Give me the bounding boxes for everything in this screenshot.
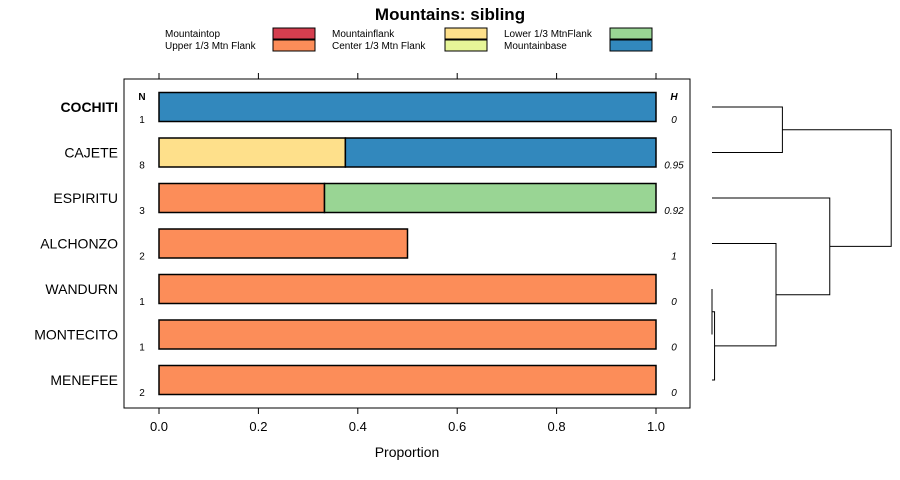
x-axis: 0.0 0.2 0.4 0.6 0.8 1.0 [150, 73, 665, 434]
legend-swatch [272, 39, 316, 52]
category-label: MENEFEE [50, 372, 118, 388]
legend-label: Center 1/3 Mtn Flank [332, 41, 426, 52]
h-value: 0 [671, 388, 677, 399]
category-label: WANDURN [45, 281, 118, 297]
bar-segment [158, 91, 657, 123]
legend-label: Upper 1/3 Mtn Flank [165, 41, 257, 52]
chart-title: Mountains: sibling [375, 5, 525, 24]
x-tick-label: 0.8 [548, 419, 566, 434]
category-label: ALCHONZO [40, 236, 118, 252]
legend-swatch [272, 27, 316, 40]
h-value: 0.95 [664, 161, 684, 172]
h-header: H [670, 92, 678, 103]
x-tick-label: 0.6 [448, 419, 466, 434]
bar-segment [158, 364, 657, 396]
n-value: 8 [139, 161, 145, 172]
row-labels: COCHITI 1 0 CAJETE 8 0.95 ESPIRITU 3 0.92 ALCHONZ… [34, 99, 684, 399]
dendrogram-branch [712, 243, 777, 347]
bar-segment [344, 137, 657, 168]
legend-label: Mountaintop [165, 29, 220, 40]
bar-segment [158, 319, 657, 350]
plot-panel [123, 78, 691, 409]
category-label: MONTECITO [34, 327, 118, 343]
bar-segment [158, 137, 347, 168]
n-value: 2 [139, 388, 145, 399]
bar-segment [158, 182, 326, 214]
legend-label: Mountainbase [504, 41, 567, 52]
h-value: 0.92 [664, 206, 684, 217]
legend-label: Lower 1/3 MtnFlank [504, 29, 593, 40]
h-value: 0 [671, 343, 677, 354]
n-value: 1 [139, 297, 145, 308]
legend-label: Mountainflank [332, 29, 395, 40]
h-value: 0 [671, 297, 677, 308]
category-label: ESPIRITU [53, 190, 118, 206]
bar-segment [323, 182, 657, 214]
n-header: N [138, 92, 145, 103]
x-tick-label: 0.2 [249, 419, 267, 434]
bars-group [158, 91, 657, 396]
legend-swatch [444, 39, 488, 52]
bar-segment [158, 228, 409, 259]
x-axis-title: Proportion [375, 444, 440, 460]
n-value: 3 [139, 206, 145, 217]
n-value: 2 [139, 252, 145, 263]
legend-swatch [609, 39, 653, 52]
dendrogram-branch [782, 129, 892, 247]
category-label: CAJETE [64, 145, 118, 161]
h-value: 1 [671, 252, 677, 263]
x-tick-label: 0.0 [150, 419, 168, 434]
h-value: 0 [671, 115, 677, 126]
dendrogram-branch [712, 197, 831, 296]
n-value: 1 [139, 343, 145, 354]
legend-swatch [444, 27, 488, 40]
bar-segment [158, 273, 657, 305]
x-tick-label: 0.4 [349, 419, 367, 434]
n-value: 1 [139, 115, 145, 126]
legend-swatch [609, 27, 653, 40]
dendrogram-branch [712, 106, 783, 153]
category-label: COCHITI [60, 99, 118, 115]
dendrogram [711, 106, 892, 381]
x-tick-label: 1.0 [647, 419, 665, 434]
